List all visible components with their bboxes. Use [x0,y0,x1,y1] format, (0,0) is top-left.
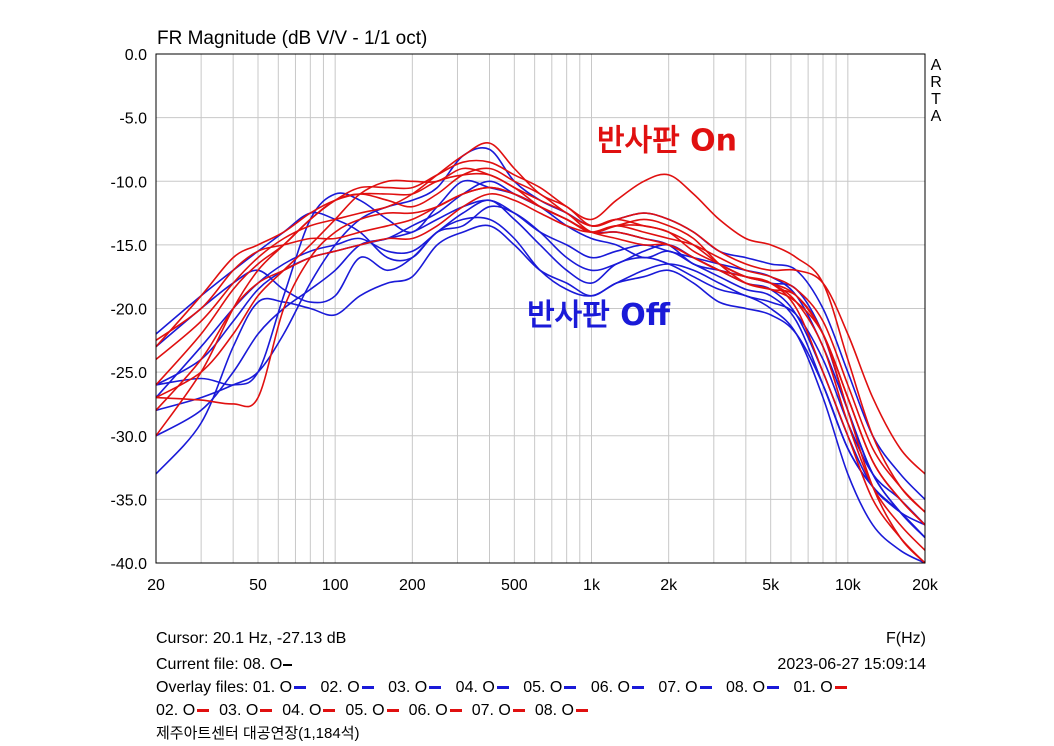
overlay-file-swatch [512,709,525,713]
series-line-6 [155,180,926,539]
overlay-file-label: 05. O [518,679,563,696]
arta-letter: R [930,74,942,91]
overlay-file-label: 05. O [345,702,385,719]
current-file-label: Current file: 08. O [156,656,283,673]
annotations: 반사판 On 반사판 Off [527,124,737,333]
overlay-file-label: 07. O [653,679,698,696]
arta-letter: A [931,108,942,125]
overlay-row-2: 02. O 03. O 04. O 05. O 06. O 07. O 08. O [156,699,926,722]
series-line-12 [155,167,926,526]
series-line-4 [155,216,926,526]
series-line-15 [155,167,926,551]
series-line-16 [155,186,926,526]
overlay-file-label: 07. O [471,702,511,719]
series-line-8 [155,199,926,539]
arta-letter: T [931,91,941,108]
x-tick-label: 2k [660,577,678,594]
arta-letter: A [931,57,942,74]
current-file-swatch [283,663,293,666]
series-line-5 [155,224,926,526]
overlay-file-label: 08. O [534,702,574,719]
y-tick-label: -35.0 [111,492,148,509]
overlay-file-swatch [631,686,644,690]
y-tick-label: -30.0 [111,429,148,446]
x-tick-label: 100 [322,577,349,594]
x-tick-labels: 20 50 100 200 500 1k 2k 5k 10k 20k [147,577,939,594]
y-tick-label: -20.0 [111,302,148,319]
overlay-label: Overlay files: [156,679,249,696]
y-tick-label: -5.0 [119,111,147,128]
overlay-file-label: 06. O [408,702,448,719]
overlay-file-label: 02. O [316,679,360,696]
series-line-1 [155,179,926,539]
x-tick-label: 20 [147,577,165,594]
y-tick-label: -15.0 [111,238,148,255]
y-tick-label: -40.0 [111,556,148,573]
x-tick-label: 50 [249,577,267,594]
series-line-10 [155,172,926,564]
y-tick-label: -10.0 [111,174,148,191]
overlay-file-swatch [361,686,374,690]
datetime-stamp: 2023-06-27 15:09:14 [777,656,926,673]
overlay-file-label: 03. O [219,702,259,719]
overlay-file-swatch [449,709,462,713]
overlay-file-label: 01. O [252,679,293,696]
series-lines [155,142,926,564]
overlay-row-1: Overlay files: 01. O 02. O 03. O 04. O 0… [156,676,926,699]
overlay-file-swatch [564,686,577,690]
annotation-label: 반사판 On [597,124,737,159]
fr-magnitude-chart: FR Magnitude (dB V/V - 1/1 oct) 0.0 -5.0 -… [111,28,942,594]
series-line-9 [155,186,926,564]
overlay-file-label: 03. O [383,679,428,696]
overlay-file-label: 04. O [451,679,495,696]
overlay-file-swatch [260,709,273,713]
info-footer: Cursor: 20.1 Hz, -27.13 dB F(Hz) Current… [156,627,926,745]
overlay-file-swatch [386,709,399,713]
x-tick-label: 10k [835,577,862,594]
x-tick-label: 1k [583,577,601,594]
y-tick-labels: 0.0 -5.0 -10.0 -15.0 -20.0 -25.0 -30.0 -35.0 -40… [111,47,148,573]
overlay-file-label: 06. O [586,679,630,696]
overlay-file-swatch [294,686,307,690]
current-file-row: Current file: 08. O 2023-06-27 15:09:14 [156,653,926,676]
overlay-file-label: 04. O [282,702,322,719]
overlay-file-swatch [323,709,336,713]
chart-title: FR Magnitude (dB V/V - 1/1 oct) [157,28,427,49]
overlay-file-swatch [699,686,712,690]
annotation-label: 반사판 Off [527,298,671,333]
x-tick-label: 5k [762,577,780,594]
overlay-file-swatch [429,686,442,690]
overlay-file-label: 08. O [721,679,766,696]
overlay-file-swatch [834,686,847,690]
x-tick-label: 500 [501,577,528,594]
series-line-14 [155,193,926,513]
cursor-readout: Cursor: 20.1 Hz, -27.13 dB [156,630,347,647]
overlay-file-swatch [767,686,780,690]
x-unit-label: F(Hz) [886,630,926,647]
venue-row: 제주아트센터 대공연장(1,184석) [156,722,926,745]
x-tick-label: 20k [912,577,939,594]
x-tick-label: 200 [399,577,426,594]
series-line-13 [155,142,926,475]
overlay-file-label: 01. O [789,679,833,696]
y-tick-label: 0.0 [125,47,147,64]
overlay-file-swatch [575,709,588,713]
overlay-file-swatch [197,709,210,713]
plot-frame [155,53,926,564]
venue-caption: 제주아트센터 대공연장(1,184석) [156,725,360,742]
series-line-3 [155,199,926,564]
cursor-row: Cursor: 20.1 Hz, -27.13 dB F(Hz) [156,627,926,650]
y-tick-label: -25.0 [111,365,148,382]
overlay-file-label: 02. O [156,702,196,719]
overlay-file-swatch [496,686,509,690]
